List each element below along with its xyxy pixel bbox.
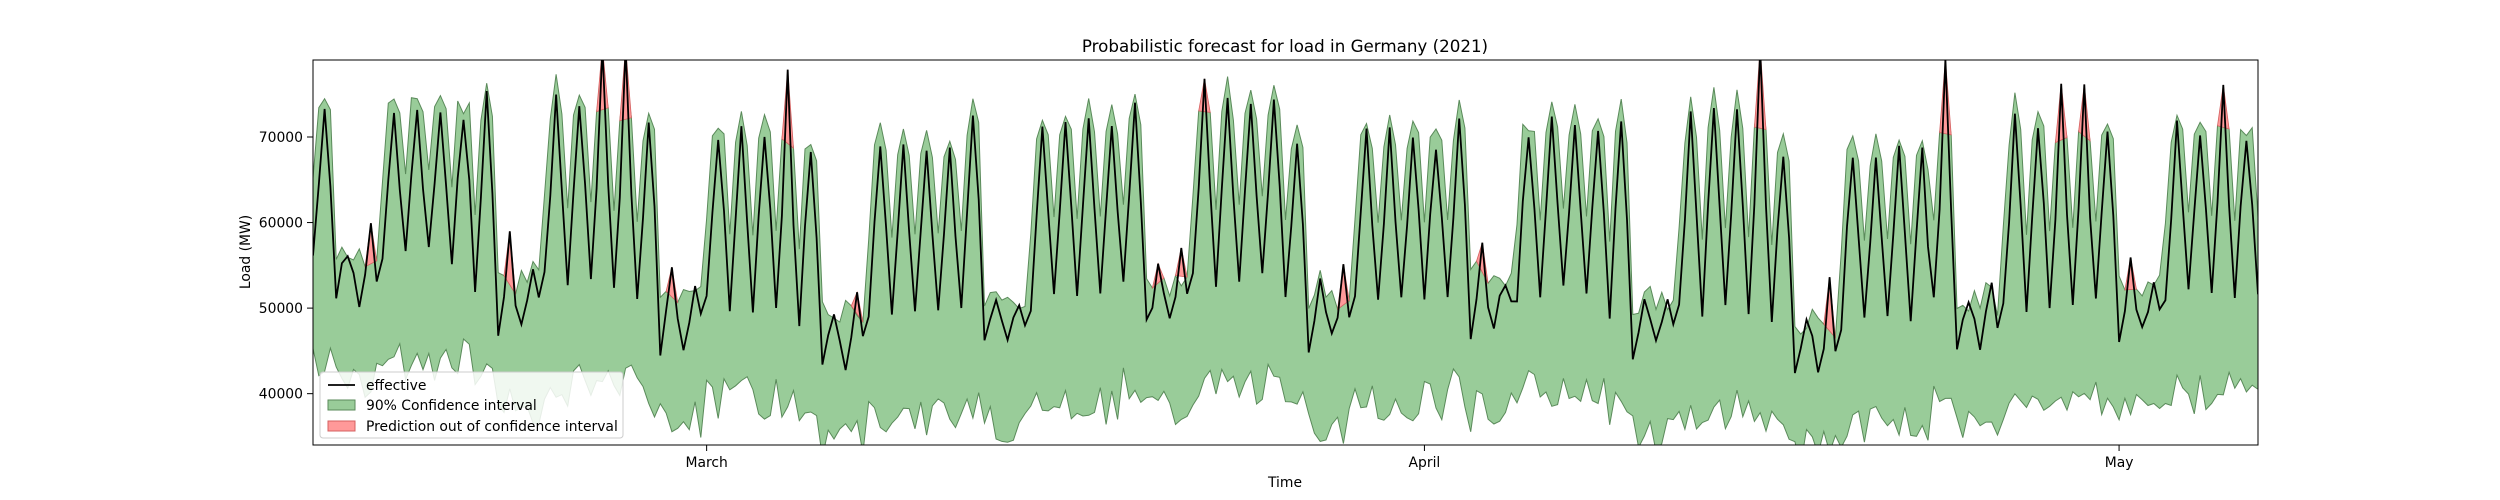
y-tick-label-3: 70000 <box>259 130 303 146</box>
legend-box <box>319 371 624 439</box>
legend-out-label: Prediction out of confidence interval <box>366 419 618 435</box>
plot-area <box>312 59 2259 446</box>
confidence-interval-band <box>313 74 2258 445</box>
y-axis: 40000 50000 60000 70000 <box>259 130 313 403</box>
legend-interval-swatch <box>327 399 356 411</box>
y-tick-label-1: 50000 <box>259 301 303 317</box>
legend-out-swatch <box>327 420 356 432</box>
plot-frame <box>312 59 2259 446</box>
legend-interval-label: 90% Confidence interval <box>366 398 537 414</box>
y-axis-title: Load (MW) <box>238 215 254 289</box>
x-tick-label-2: May <box>2105 455 2134 471</box>
effective-load-line <box>313 60 2258 374</box>
y-tick-label-0: 40000 <box>259 387 303 403</box>
out-of-interval-region-15 <box>2054 83 2068 144</box>
chart-title: Probabilistic forecast for load in Germa… <box>1082 36 1488 56</box>
legend-effective-label: effective <box>366 378 426 394</box>
legend: effective 90% Confidence interval Predic… <box>319 371 624 439</box>
x-axis-title: Time <box>1267 475 1302 491</box>
y-tick-label-2: 60000 <box>259 216 303 232</box>
x-axis: March April May <box>685 445 2133 471</box>
x-tick-label-0: March <box>685 455 727 471</box>
x-tick-label-1: April <box>1409 455 1441 471</box>
out-of-interval-region-18 <box>2217 84 2230 130</box>
